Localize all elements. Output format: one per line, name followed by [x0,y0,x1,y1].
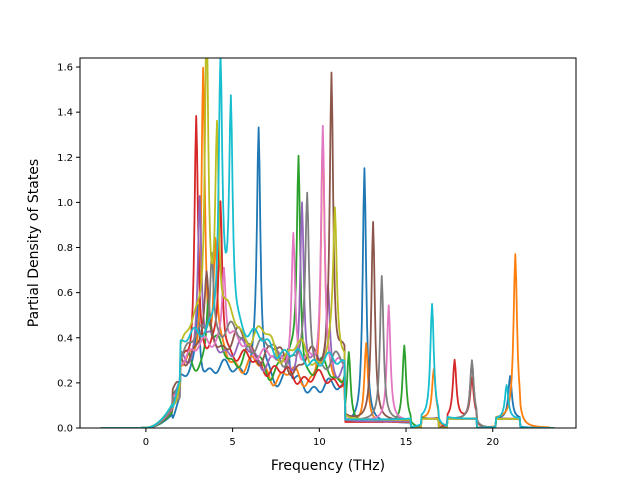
plot-frame [79,57,577,429]
x-axis-ticks: 0 5 10 15 20 [143,428,499,448]
x-tick-label: 15 [400,437,413,448]
y-axis-label: Partial Density of States [26,159,42,327]
y-axis-ticks: 0.0 0.2 0.4 0.6 0.8 1.0 1.2 1.4 1.6 [57,63,80,435]
y-tick-label: 0.6 [57,288,73,299]
y-tick-label: 1.4 [57,108,73,119]
y-tick-label: 0.0 [57,424,73,435]
y-tick-label: 0.2 [57,378,73,389]
x-tick-label: 10 [313,437,326,448]
x-axis-label: Frequency (THz) [271,458,385,474]
x-tick-label: 20 [486,437,499,448]
y-tick-label: 1.6 [57,63,73,74]
y-tick-label: 0.8 [57,243,73,254]
y-tick-label: 1.2 [57,153,73,164]
y-tick-label: 0.4 [57,333,73,344]
x-tick-label: 0 [143,437,149,448]
x-tick-label: 5 [229,437,235,448]
y-tick-label: 1.0 [57,198,73,209]
